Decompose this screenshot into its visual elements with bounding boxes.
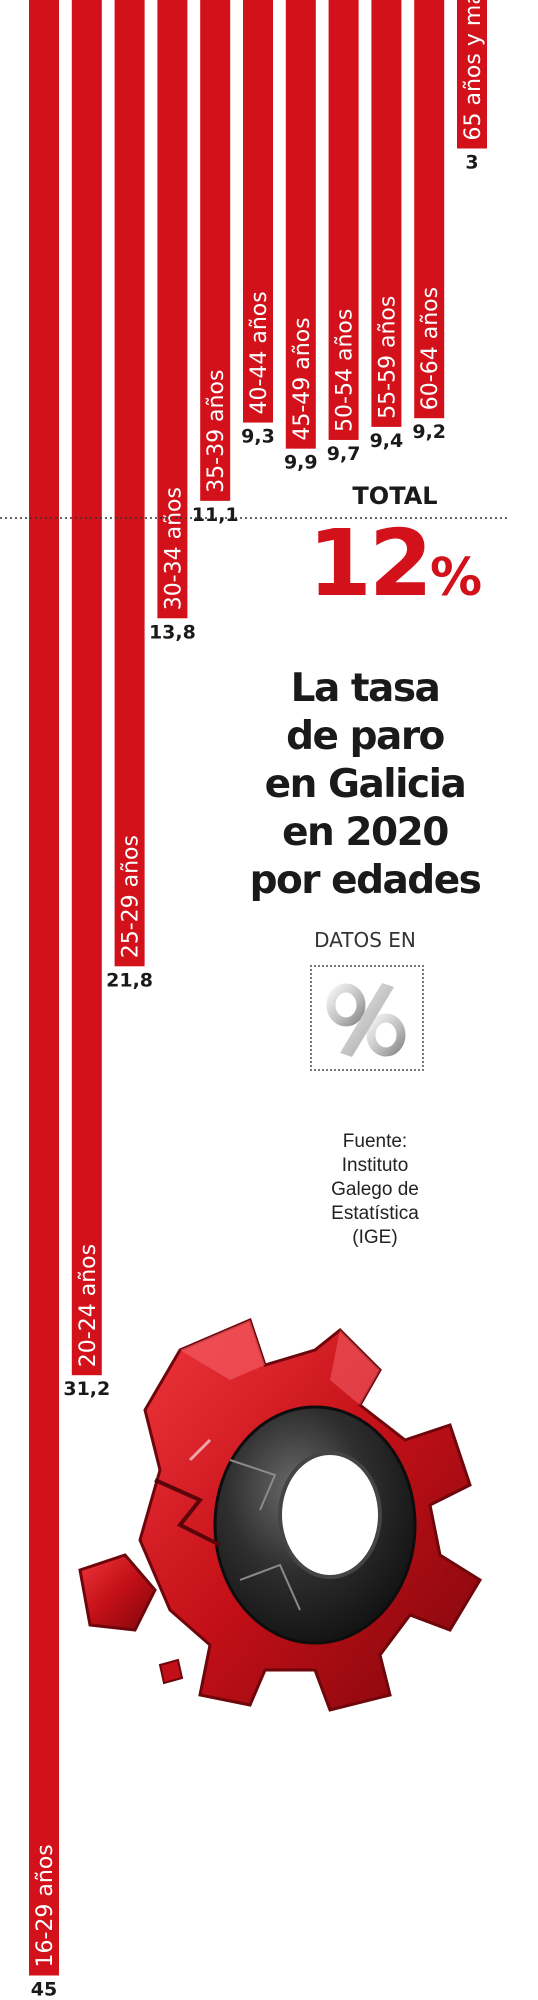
- value-label: 3: [465, 152, 478, 174]
- category-label: 40-44 años: [247, 291, 272, 414]
- total-number: 12: [307, 510, 433, 617]
- bar-7: [328, 0, 359, 440]
- bar-3: [157, 0, 188, 619]
- total-label: TOTAL: [352, 482, 438, 510]
- bar-2: [114, 0, 145, 967]
- category-label: 20-24 años: [76, 1244, 101, 1367]
- title-line: de paro: [286, 714, 445, 759]
- value-label: 31,2: [63, 1378, 110, 1400]
- datos-en-label: DATOS EN: [314, 928, 416, 952]
- title-line: en Galicia: [264, 762, 467, 807]
- category-label: 45-49 años: [290, 317, 315, 440]
- source-line: Fuente:: [342, 1131, 408, 1152]
- title-line: La tasa: [290, 666, 441, 711]
- value-label: 13,8: [149, 621, 196, 643]
- source-line: Instituto: [341, 1155, 409, 1176]
- category-label: 25-29 años: [119, 835, 144, 958]
- total-percent-sign: %: [429, 548, 483, 608]
- broken-gear-illustration: [78, 1317, 483, 1712]
- percent-icon: [326, 983, 406, 1057]
- bar-8: [371, 0, 402, 427]
- bar-4: [200, 0, 231, 501]
- value-label: 45: [31, 1979, 57, 2000]
- value-label: 21,8: [106, 969, 153, 991]
- category-label: 60-64 años: [418, 287, 443, 410]
- category-label: 65 años y más: [461, 0, 486, 141]
- value-label: 9,7: [327, 443, 361, 465]
- bar-0: [29, 0, 59, 1976]
- source-line: Galego de: [331, 1179, 419, 1200]
- percent-icon-box: [310, 965, 424, 1071]
- source-note: Fuente: Instituto Galego de Estatística …: [300, 1130, 450, 1250]
- value-label: 9,3: [241, 426, 275, 448]
- category-label: 35-39 años: [204, 370, 229, 493]
- value-label: 9,4: [370, 430, 404, 452]
- bar-10: [457, 0, 487, 149]
- total-value: 12%: [300, 518, 490, 610]
- value-label: 9,9: [284, 452, 318, 474]
- category-label: 30-34 años: [161, 487, 186, 610]
- title-line: por edades: [249, 858, 482, 903]
- bar-5: [243, 0, 273, 423]
- bar-6: [285, 0, 316, 449]
- source-line: Estatística: [331, 1203, 419, 1224]
- title-line: en 2020: [282, 810, 449, 855]
- value-label: 11,1: [192, 504, 239, 526]
- source-line: (IGE): [352, 1227, 398, 1248]
- category-label: 55-59 años: [375, 296, 400, 419]
- category-label: 16-29 años: [33, 1844, 58, 1967]
- category-label: 50-54 años: [333, 309, 358, 432]
- chart-title: La tasa de paro en Galicia en 2020 por e…: [245, 665, 485, 905]
- bar-1: [71, 0, 102, 1376]
- value-label: 9,2: [412, 421, 446, 443]
- bar-9: [414, 0, 445, 419]
